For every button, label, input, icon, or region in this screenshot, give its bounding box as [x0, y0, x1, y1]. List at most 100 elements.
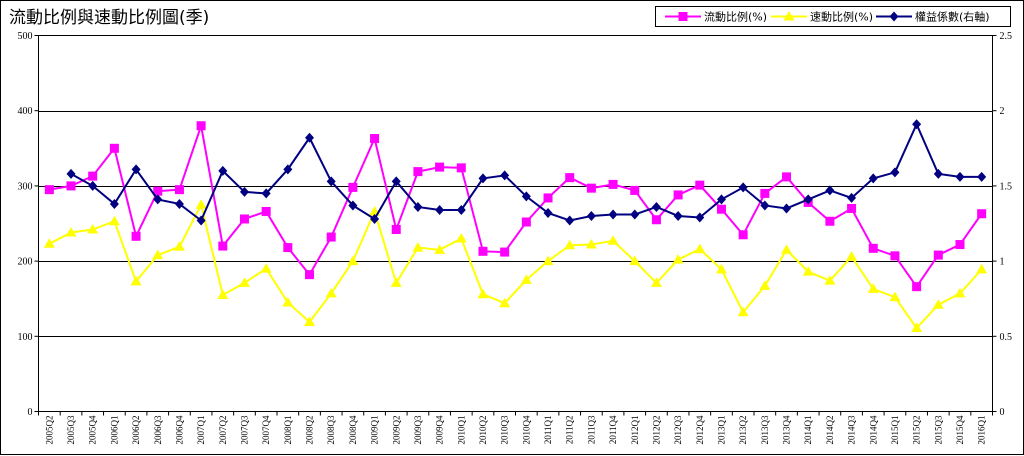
legend-label: 流動比例(%) — [704, 10, 767, 24]
data-point — [435, 162, 445, 172]
data-point — [803, 194, 813, 205]
data-point — [153, 186, 163, 196]
data-point — [347, 255, 359, 266]
x-tick-label: 2011Q3 — [586, 415, 596, 444]
data-point — [348, 182, 358, 192]
data-point — [305, 270, 315, 280]
x-tick-label: 2008Q4 — [348, 415, 358, 444]
data-point — [565, 173, 575, 183]
data-point — [715, 263, 727, 274]
series-line — [48, 201, 983, 330]
data-point — [109, 143, 119, 153]
y-left-tick-label: 100 — [18, 332, 33, 343]
data-point — [435, 204, 445, 215]
y-right-tick-label: 0 — [1000, 407, 1005, 418]
data-point — [695, 212, 705, 223]
data-point — [543, 207, 553, 218]
data-point — [196, 121, 206, 131]
x-tick-label: 2014Q1 — [803, 416, 813, 445]
y-right-tick-label: 1 — [1000, 257, 1005, 268]
chart-title: 流動比例與速動比例圖(季) — [9, 8, 209, 28]
x-tick-label: 2014Q3 — [847, 415, 857, 444]
data-point — [782, 203, 792, 214]
data-point — [933, 168, 943, 179]
data-point — [326, 232, 336, 242]
data-point — [305, 132, 315, 143]
data-point — [43, 238, 55, 248]
data-point — [651, 201, 661, 212]
series-layer — [43, 119, 988, 333]
data-point — [651, 215, 661, 225]
x-tick-label: 2005Q2 — [44, 416, 54, 445]
data-point — [716, 204, 726, 214]
data-point — [412, 242, 424, 252]
data-point — [912, 282, 922, 292]
y-left-tick-label: 200 — [18, 257, 33, 268]
data-point — [88, 171, 98, 181]
x-tick-label: 2009Q3 — [413, 415, 423, 444]
data-point — [586, 210, 596, 221]
data-point — [413, 167, 423, 177]
x-tick-label: 2007Q3 — [239, 415, 249, 444]
data-point — [174, 185, 184, 195]
data-point — [478, 173, 488, 184]
y-right-tick-label: 2.5 — [1000, 31, 1013, 42]
data-point — [543, 193, 553, 203]
data-point — [673, 210, 683, 221]
data-point — [174, 198, 184, 209]
data-point — [911, 322, 923, 333]
legend: 流動比例(%) 速動比例(%) 權益係數(右軸) — [655, 6, 1011, 27]
x-tick-label: 2013Q2 — [738, 416, 748, 445]
data-point — [802, 266, 814, 276]
data-point — [825, 216, 835, 226]
x-tick-label: 2012Q4 — [695, 415, 705, 444]
data-point — [477, 288, 489, 299]
data-point — [932, 299, 944, 309]
x-tick-label: 2007Q4 — [261, 415, 271, 444]
data-point — [153, 194, 163, 205]
data-point — [542, 255, 554, 266]
x-tick-label: 2012Q1 — [630, 416, 640, 445]
data-point — [478, 246, 488, 256]
x-tick-label: 2015Q4 — [955, 415, 965, 444]
data-point — [565, 215, 575, 226]
data-point — [955, 240, 965, 250]
data-point — [847, 203, 857, 213]
legend-marker — [889, 11, 899, 22]
data-point — [196, 215, 206, 226]
plot-area — [38, 35, 993, 412]
y-right-tick-label: 0.5 — [1000, 332, 1013, 343]
data-point — [781, 244, 793, 254]
data-point — [88, 180, 98, 191]
data-point — [499, 297, 511, 308]
data-point — [630, 209, 640, 220]
data-point — [738, 182, 748, 193]
x-tick-label: 2013Q4 — [782, 415, 792, 444]
data-point — [218, 241, 228, 251]
data-point — [260, 263, 272, 273]
x-tick-label: 2009Q2 — [391, 416, 401, 445]
data-point — [434, 244, 446, 254]
data-point — [66, 168, 76, 179]
y-right-tick-label: 1.5 — [1000, 181, 1013, 192]
x-tick-label: 2006Q2 — [131, 416, 141, 445]
data-point — [868, 173, 878, 184]
x-tick-label: 2011Q1 — [543, 416, 553, 445]
data-point — [195, 199, 207, 209]
data-point — [261, 188, 271, 199]
data-point — [283, 243, 293, 253]
x-tick-label: 2006Q3 — [153, 415, 163, 444]
x-tick-label: 2009Q4 — [435, 415, 445, 444]
data-point — [391, 225, 401, 235]
x-tick-label: 2009Q1 — [370, 416, 380, 445]
y-left-tick-label: 400 — [18, 106, 33, 117]
data-point — [673, 190, 683, 200]
x-tick-label: 2010Q4 — [521, 415, 531, 444]
legend-box — [655, 6, 1011, 27]
data-point — [217, 289, 229, 299]
data-point — [955, 171, 965, 182]
data-point — [716, 194, 726, 205]
data-point — [564, 239, 576, 250]
